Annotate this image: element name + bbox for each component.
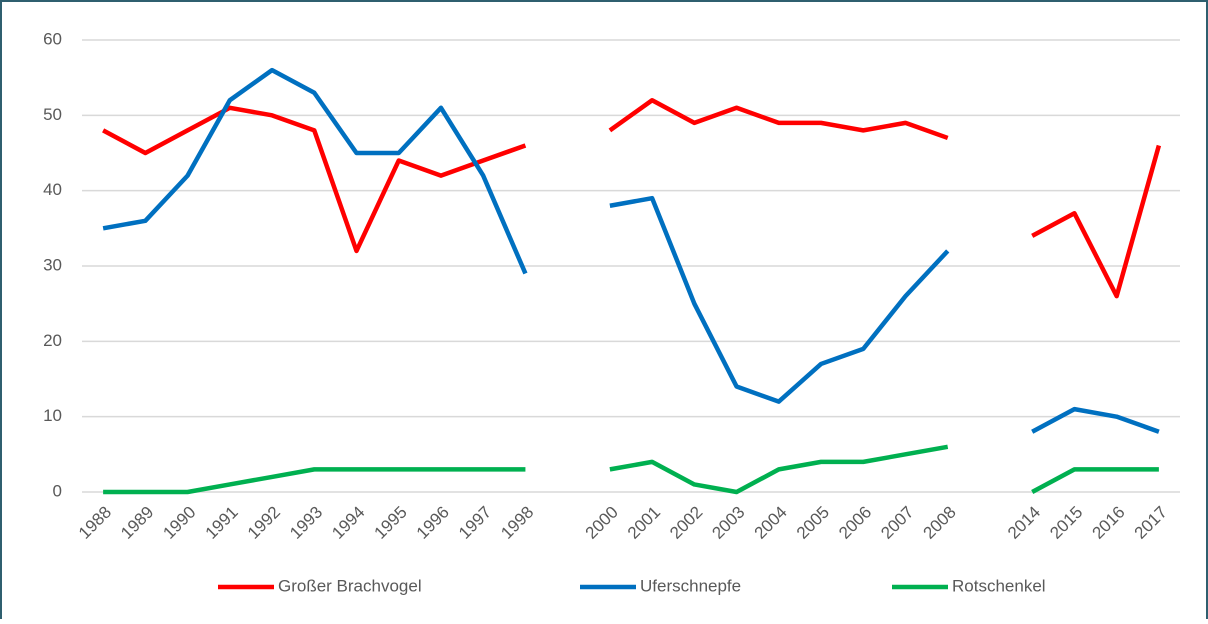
x-tick-label: 2000 [582,503,622,543]
legend-label: Großer Brachvogel [278,576,422,595]
x-tick-label: 2006 [835,503,875,543]
y-tick-label: 50 [43,105,62,124]
x-tick-label: 1994 [328,503,368,543]
line-series [102,67,1160,434]
y-tick-label: 20 [43,331,62,350]
legend-label: Rotschenkel [952,576,1046,595]
line-series [103,444,1159,495]
x-tick-label: 1989 [117,503,157,543]
y-tick-label: 0 [53,481,62,500]
y-tick-label: 10 [43,406,62,425]
x-tick-label: 2001 [624,503,664,543]
x-tick-label: 1997 [455,503,495,543]
x-tick-label: 1998 [497,503,537,543]
x-tick-label: 2014 [1004,503,1044,543]
y-tick-label: 60 [43,29,62,48]
x-tick-label: 2004 [751,503,791,543]
y-tick-label: 30 [43,255,62,274]
x-tick-label: 1996 [413,503,453,543]
x-tick-label: 2016 [1088,503,1128,543]
x-tick-label: 2007 [877,503,917,543]
x-tick-label: 1995 [371,503,411,543]
x-tick-label: 1993 [286,503,326,543]
x-tick-label: 2017 [1131,503,1171,543]
x-tick-label: 1992 [244,503,284,543]
x-tick-label: 1988 [75,503,115,543]
y-tick-label: 40 [43,180,62,199]
x-tick-label: 1990 [159,503,199,543]
x-tick-label: 2015 [1046,503,1086,543]
x-tick-label: 2002 [666,503,706,543]
line-series [102,98,1162,299]
legend-label: Uferschnepfe [640,576,741,595]
x-tick-label: 2003 [708,503,748,543]
x-tick-label: 2005 [793,503,833,543]
x-tick-label: 1991 [202,503,242,543]
x-tick-label: 2008 [920,503,960,543]
